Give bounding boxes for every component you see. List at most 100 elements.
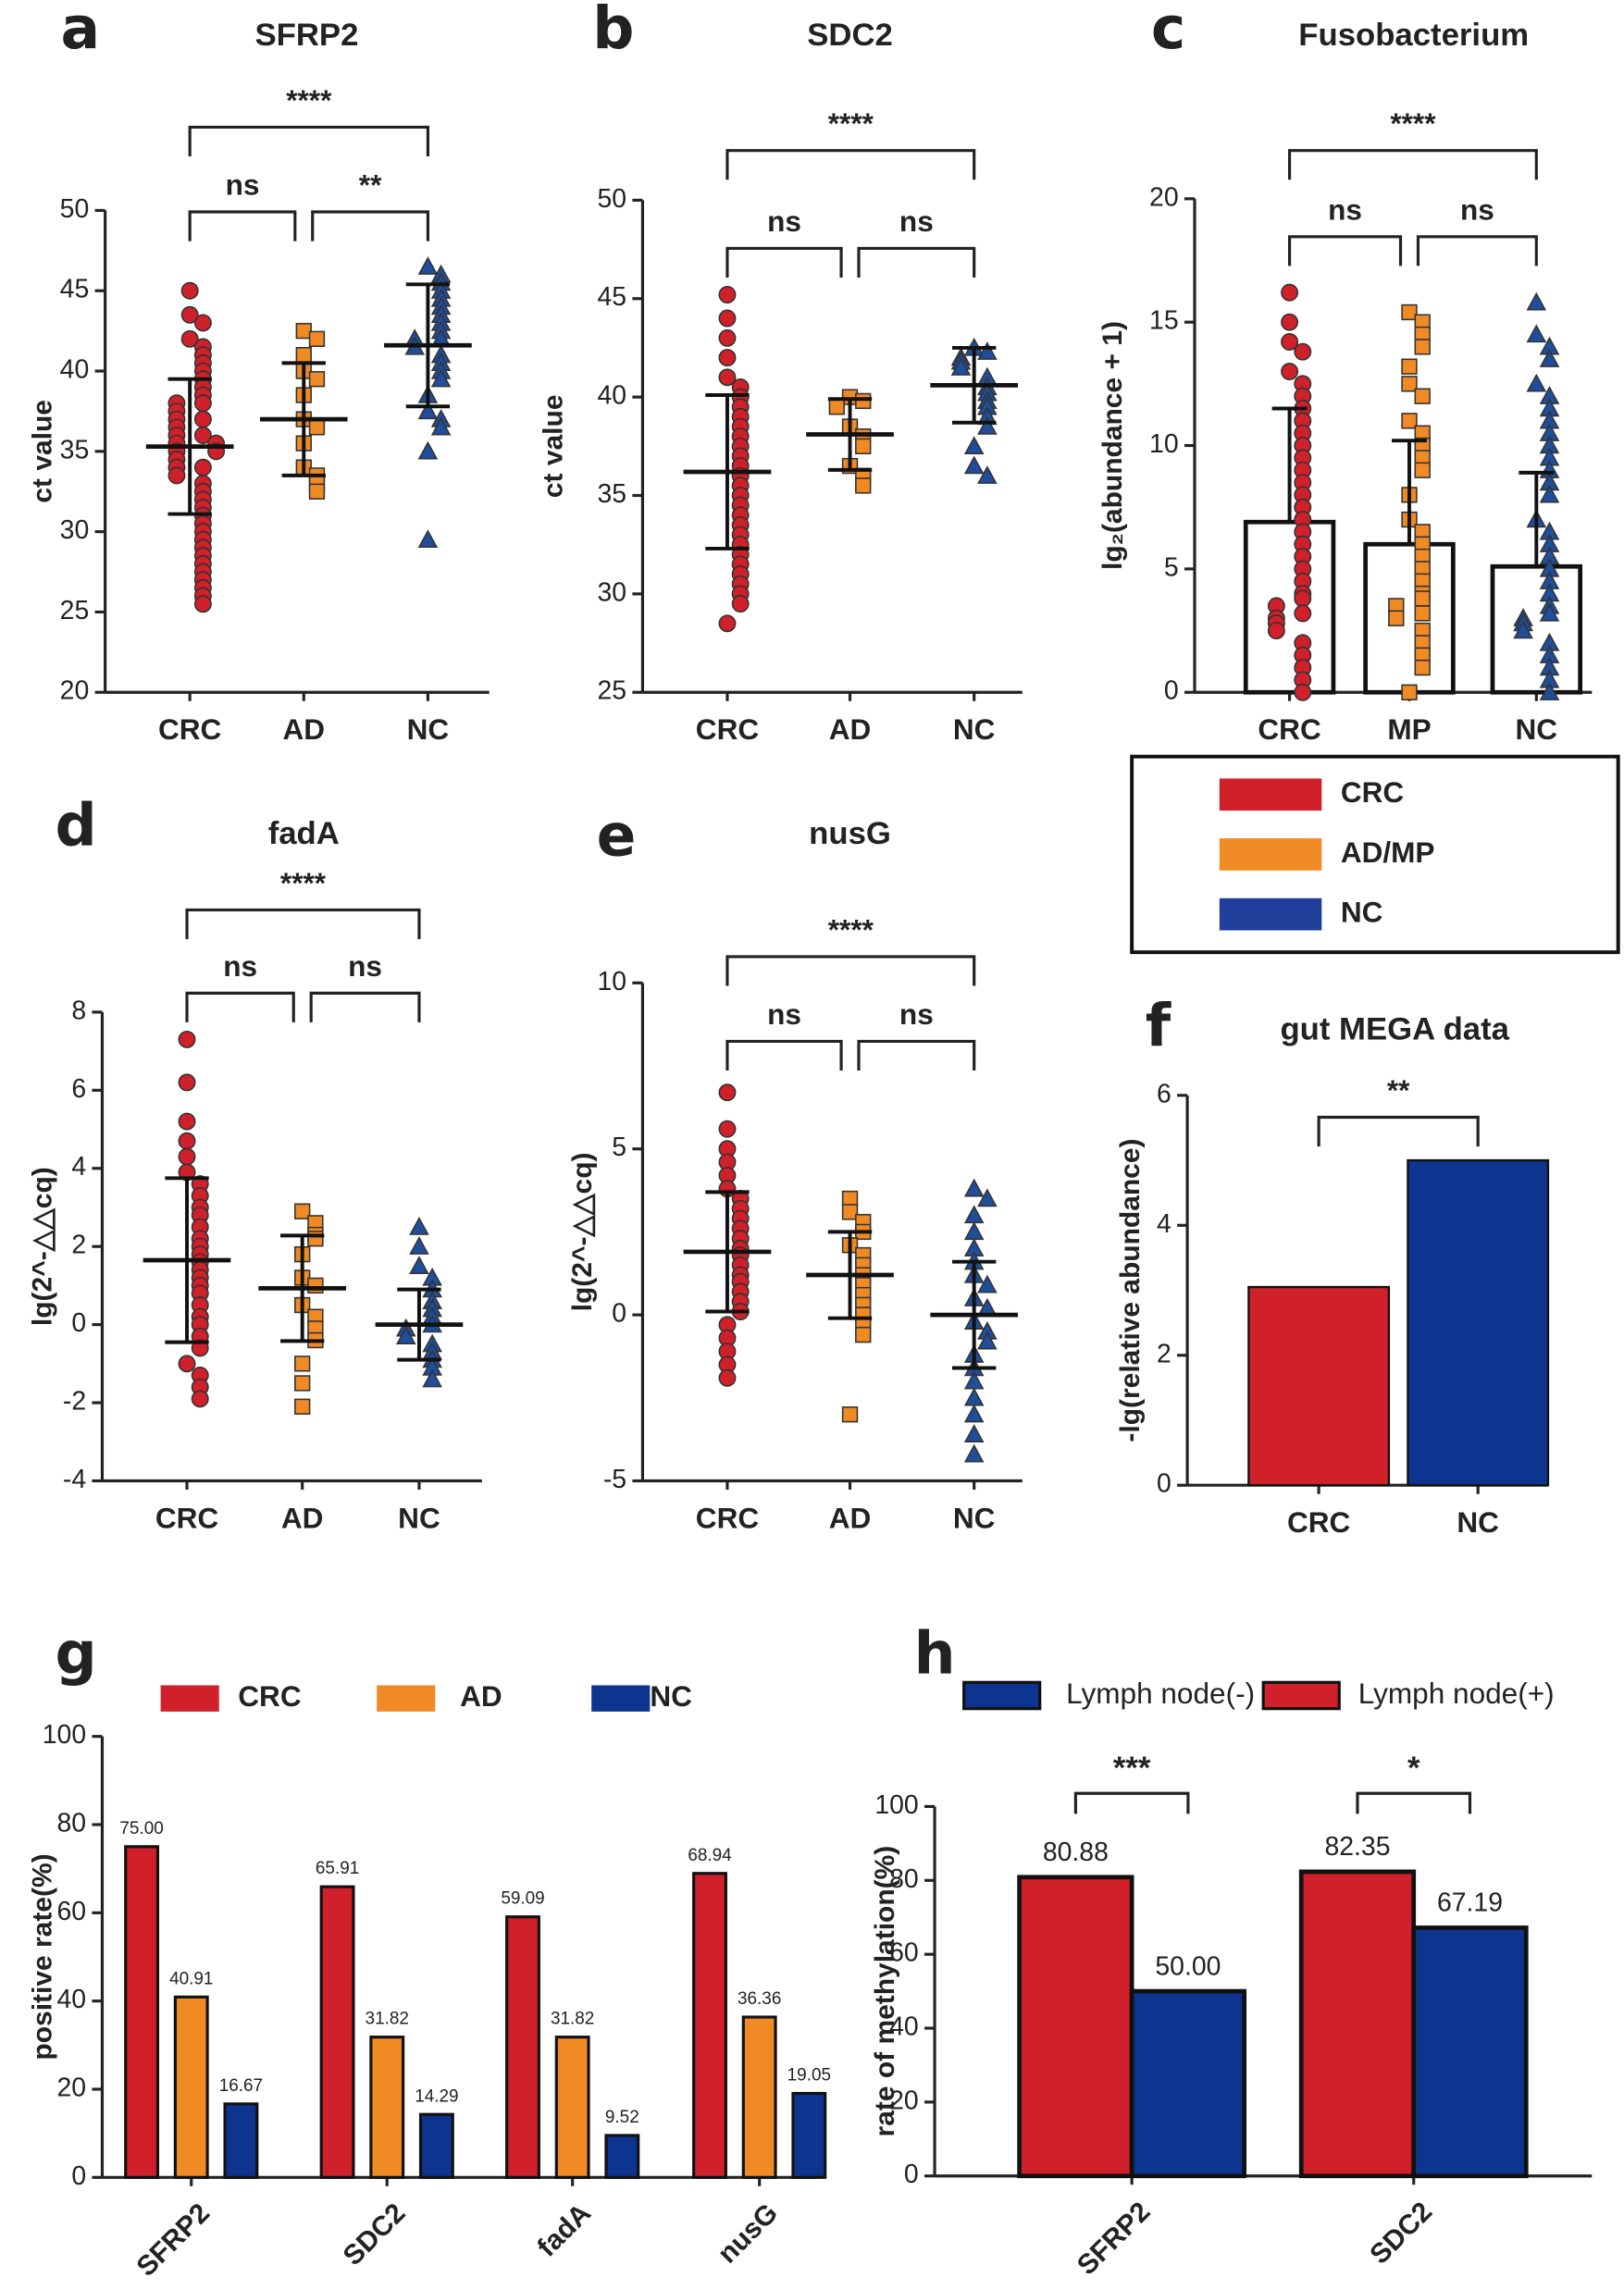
data-point — [409, 1236, 429, 1255]
significance-label: ns — [348, 949, 382, 983]
y-tick-label: 25 — [60, 596, 90, 625]
y-tick-label: 4 — [71, 1152, 86, 1182]
data-point — [1539, 602, 1560, 622]
data-point — [1401, 358, 1418, 375]
significance-label: ns — [223, 949, 257, 983]
data-point — [977, 415, 998, 435]
panel-letter: d — [55, 791, 96, 860]
data-point — [1539, 682, 1560, 700]
data-point — [295, 346, 312, 364]
bar — [1363, 541, 1456, 695]
data-point — [308, 419, 326, 436]
legend-swatch — [377, 1685, 436, 1712]
data-point — [294, 1375, 311, 1392]
legend-swatch — [1219, 897, 1322, 931]
bar — [418, 2112, 454, 2179]
data-point — [1414, 339, 1431, 355]
data-point — [855, 438, 872, 454]
data-point — [963, 1387, 985, 1406]
data-point — [193, 595, 212, 613]
x-tick-label: SDC2 — [338, 2197, 412, 2271]
data-point — [417, 256, 439, 275]
significance-label: * — [1407, 1751, 1420, 1786]
error-bar — [952, 345, 997, 425]
data-point — [1294, 589, 1312, 608]
error-bar — [1271, 406, 1308, 523]
legend-label: NC — [1341, 895, 1383, 928]
y-axis-label: lg₂(abundance + 1) — [1097, 321, 1128, 570]
data-point — [1281, 283, 1299, 302]
x-tick-label: AD — [829, 712, 872, 746]
data-point — [430, 368, 452, 388]
y-tick-label: 20 — [889, 2086, 919, 2115]
legend-label: CRC — [238, 1679, 301, 1713]
error-bar — [827, 397, 873, 472]
x-tick-label: NC — [407, 712, 450, 746]
data-point — [1414, 590, 1431, 607]
data-point — [417, 401, 439, 420]
data-point — [855, 477, 872, 494]
data-point — [1401, 376, 1418, 392]
data-point — [178, 1132, 196, 1150]
data-point — [1294, 683, 1312, 701]
error-bar — [952, 1259, 997, 1370]
y-tick-label: -2 — [63, 1387, 86, 1417]
value-label: 16.67 — [219, 2076, 263, 2096]
data-point — [1401, 413, 1418, 429]
error-bar — [1519, 470, 1555, 567]
data-point — [1294, 342, 1312, 361]
data-point — [1267, 622, 1285, 640]
data-point — [718, 1368, 737, 1387]
value-label: 19.05 — [787, 2066, 831, 2086]
significance-bracket — [725, 149, 976, 180]
significance-bracket — [1356, 1791, 1472, 1814]
legend-label: NC — [650, 1679, 692, 1713]
legend-swatch — [591, 1685, 651, 1712]
significance-bracket — [311, 210, 430, 241]
y-axis-label: ct value — [27, 400, 57, 503]
data-point — [294, 1203, 311, 1219]
y-tick-label: 20 — [60, 676, 90, 706]
bar — [1017, 1875, 1134, 2179]
data-point — [718, 1120, 737, 1138]
value-label: 50.00 — [1155, 1951, 1221, 1981]
y-tick-label: 50 — [597, 184, 626, 214]
x-tick-label: fadA — [532, 2197, 597, 2262]
data-point — [977, 341, 998, 360]
y-axis-label: -lg(relative abundance) — [1115, 1139, 1146, 1442]
x-tick-label: CRC — [696, 712, 759, 746]
data-point — [963, 1443, 985, 1463]
x-tick-label: nusG — [713, 2197, 784, 2269]
error-bar — [165, 1176, 209, 1344]
data-point — [307, 1277, 324, 1294]
value-label: 75.00 — [119, 1819, 163, 1838]
bar — [692, 1872, 727, 2179]
significance-label: ns — [1460, 192, 1494, 226]
error-bar — [1392, 439, 1427, 545]
data-point — [180, 305, 199, 324]
panel-letter: f — [1146, 991, 1172, 1059]
data-point — [718, 328, 737, 347]
panel-letter: a — [61, 0, 101, 62]
y-tick-label: 0 — [71, 1308, 86, 1338]
value-label: 40.91 — [169, 1969, 213, 1988]
significance-label: **** — [828, 106, 874, 140]
x-tick-label: NC — [1457, 1505, 1499, 1539]
data-point — [1526, 373, 1547, 392]
data-point — [1414, 605, 1431, 622]
y-tick-label: 25 — [597, 676, 626, 706]
x-tick-label: CRC — [158, 712, 221, 746]
data-point — [422, 1368, 442, 1388]
significance-label: **** — [1390, 106, 1436, 140]
chart-title: Fusobacterium — [1298, 18, 1529, 53]
y-tick-label: 80 — [889, 1864, 919, 1894]
y-tick-label: 15 — [1149, 306, 1179, 336]
data-point — [193, 427, 212, 444]
value-label: 82.35 — [1324, 1832, 1390, 1862]
bar — [1129, 1988, 1247, 2179]
data-point — [307, 1231, 324, 1247]
bar — [554, 2036, 590, 2179]
data-point — [841, 1204, 859, 1220]
significance-bracket — [188, 210, 297, 241]
x-tick-label: NC — [953, 1501, 996, 1534]
